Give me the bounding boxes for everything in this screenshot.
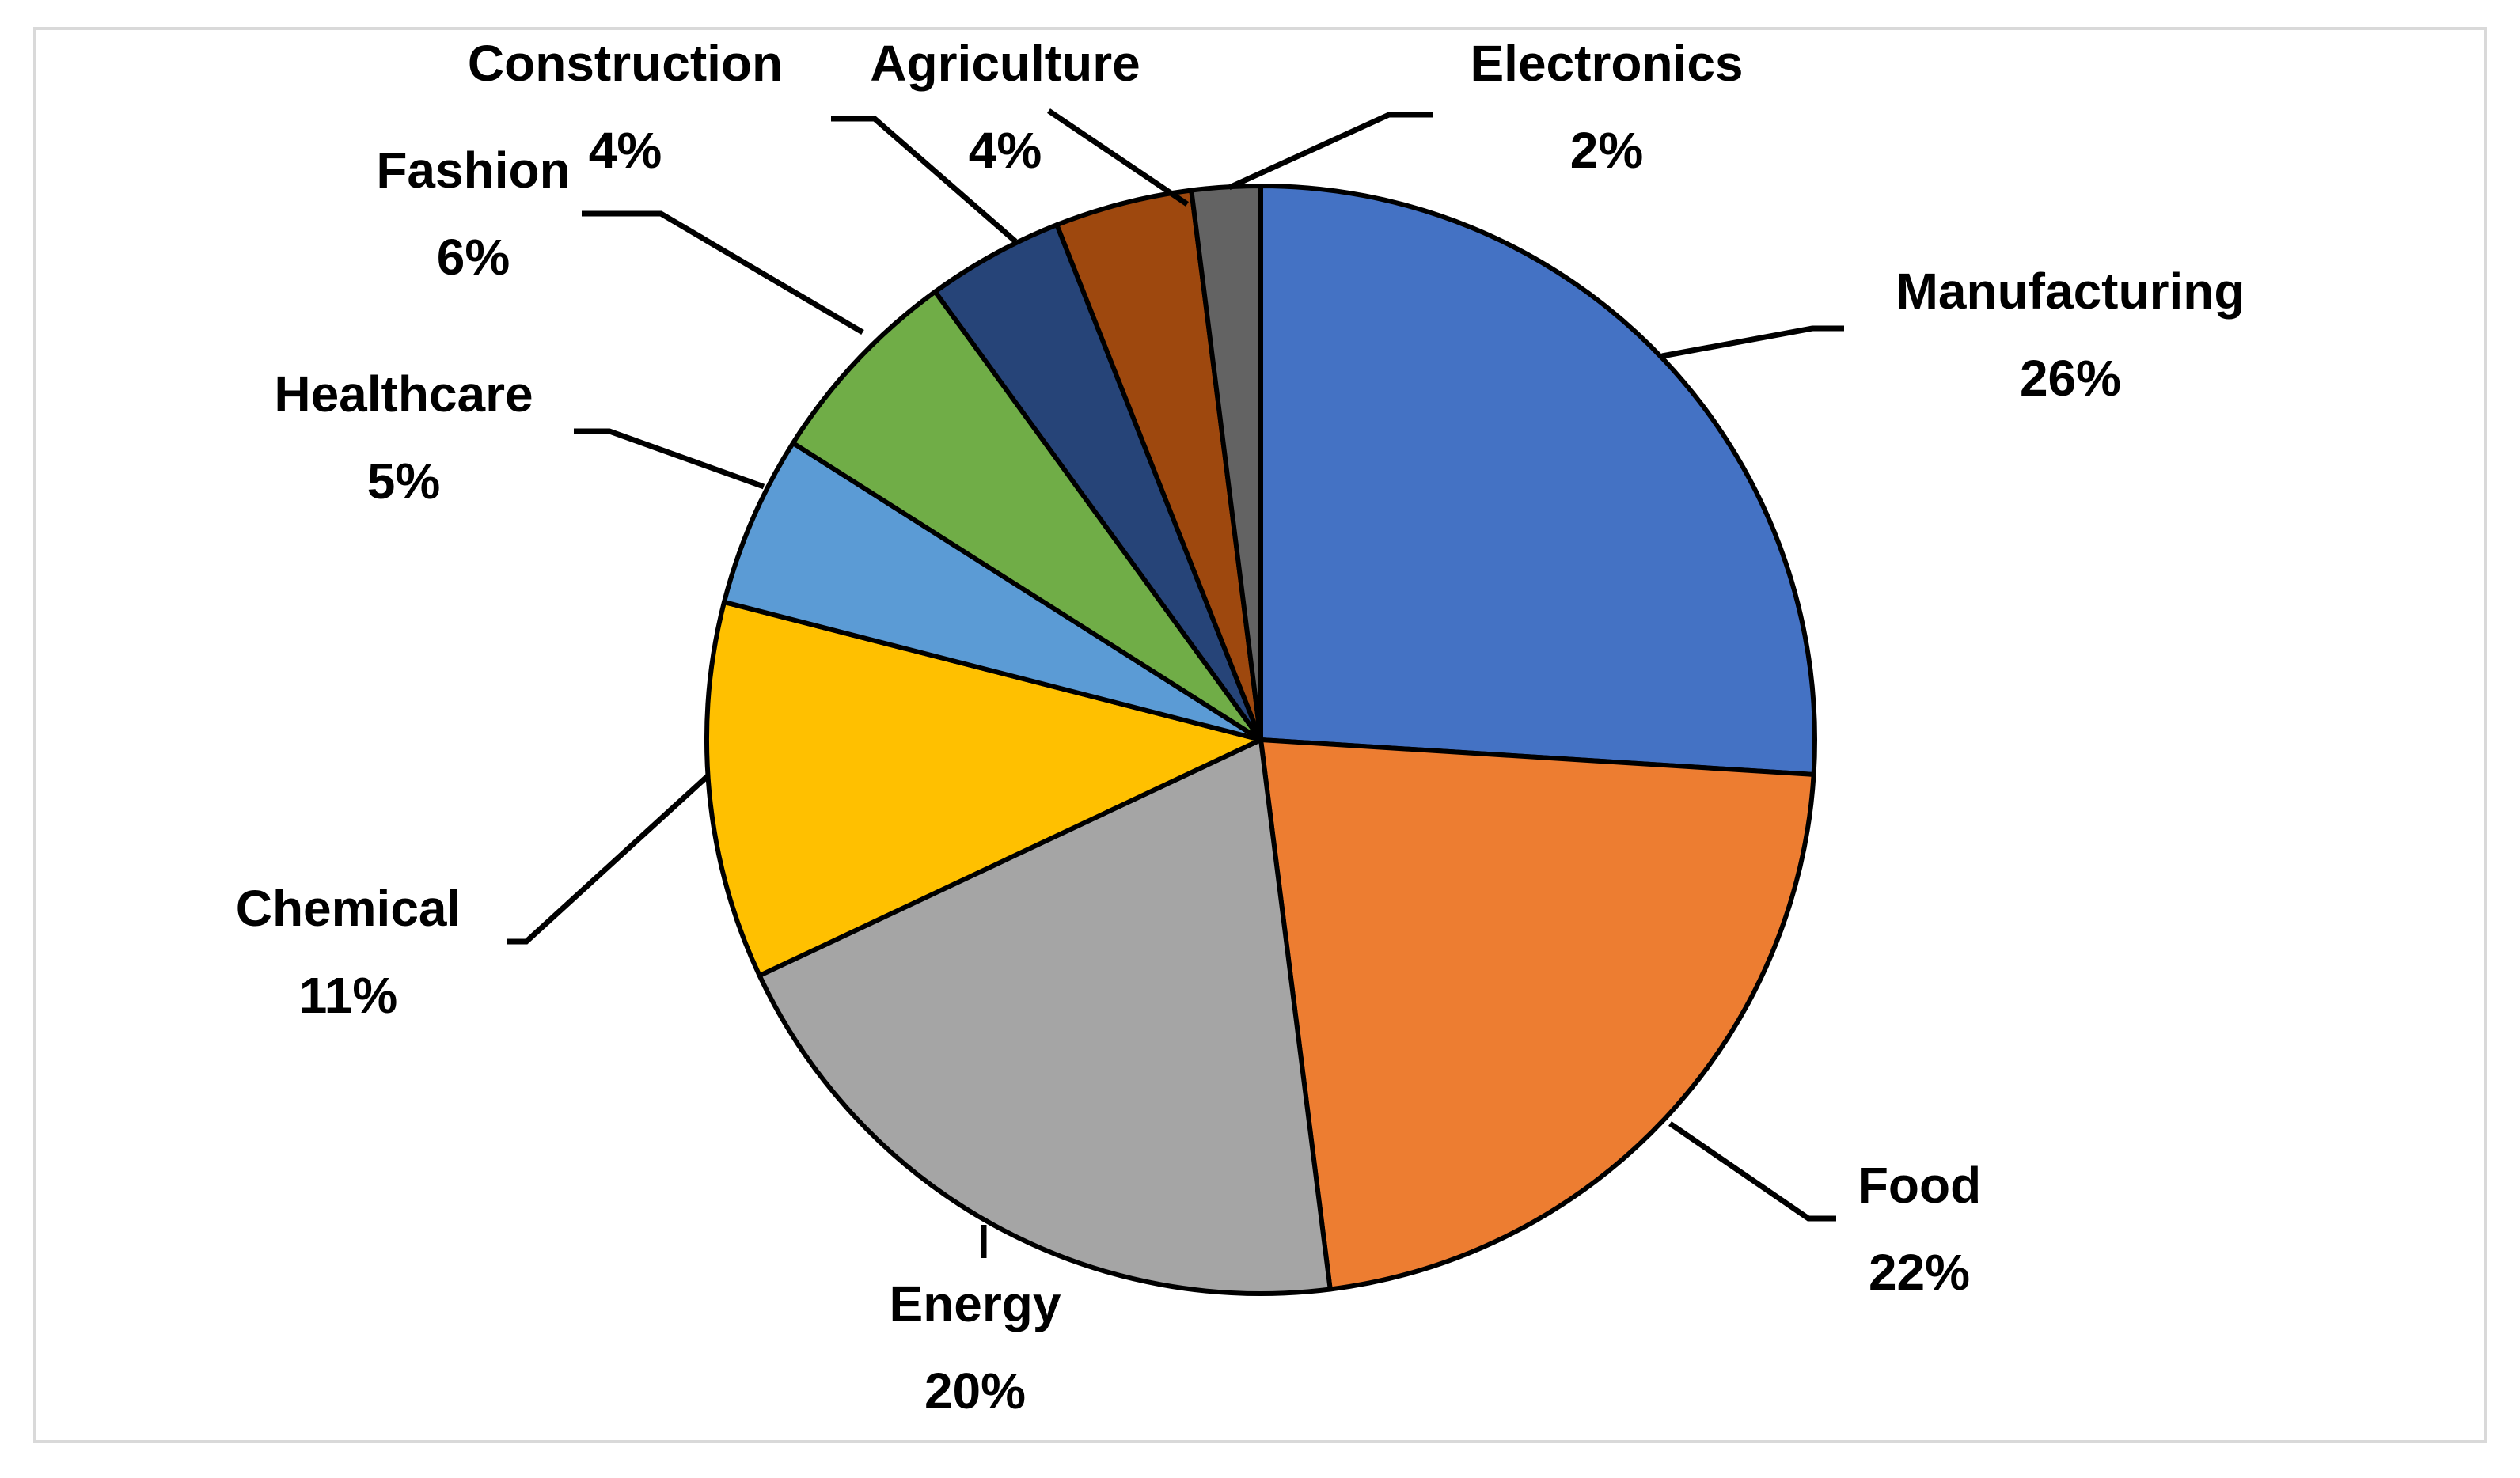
slice-label-chemical: Chemical: [236, 880, 461, 937]
leader-line-food: [1668, 1121, 1836, 1222]
pie-slice-fashion: [790, 289, 1263, 742]
leader-line-fashion: [582, 210, 864, 335]
pie-slices: [704, 184, 1818, 1296]
slice-label-fashion: Fashion: [376, 142, 570, 199]
slice-label-healthcare: Healthcare: [274, 366, 533, 423]
slice-label-electronics: Electronics: [1470, 35, 1743, 92]
slice-value-chemical: 11%: [299, 967, 398, 1024]
slice-label-food: Food: [1858, 1157, 1981, 1214]
slice-value-construction: 4%: [589, 122, 662, 179]
slice-label-manufacturing: Manufacturing: [1896, 263, 2245, 320]
pie-slice-healthcare: [721, 440, 1263, 742]
pie-slice-electronics: [1189, 184, 1263, 742]
slice-value-energy: 20%: [924, 1362, 1026, 1419]
pie-slice-energy: [757, 737, 1333, 1296]
pie-slice-manufacturing: [1258, 184, 1818, 777]
pie-slice-food: [1258, 737, 1816, 1292]
slice-value-healthcare: 5%: [367, 453, 441, 510]
slice-value-food: 22%: [1869, 1244, 1970, 1301]
leader-line-electronics: [1228, 112, 1433, 191]
pie-slice-chemical: [704, 599, 1263, 979]
leader-line-chemical: [507, 773, 711, 945]
slice-value-manufacturing: 26%: [2020, 350, 2121, 407]
leader-lines: [507, 108, 1844, 1258]
slice-value-agriculture: 4%: [969, 122, 1042, 179]
slice-value-electronics: 2%: [1570, 122, 1644, 179]
leader-line-healthcare: [574, 428, 765, 490]
slice-label-energy: Energy: [890, 1275, 1061, 1332]
slice-label-agriculture: Agriculture: [870, 35, 1140, 92]
slice-label-construction: Construction: [468, 35, 783, 92]
leader-line-manufacturing: [1661, 325, 1844, 359]
leader-line-agriculture: [1047, 108, 1189, 207]
data-labels: Manufacturing 26% Food 22% Energy 20% Chemical…: [236, 35, 2245, 1419]
slice-value-fashion: 6%: [437, 229, 510, 286]
leader-line-construction: [831, 116, 1018, 244]
